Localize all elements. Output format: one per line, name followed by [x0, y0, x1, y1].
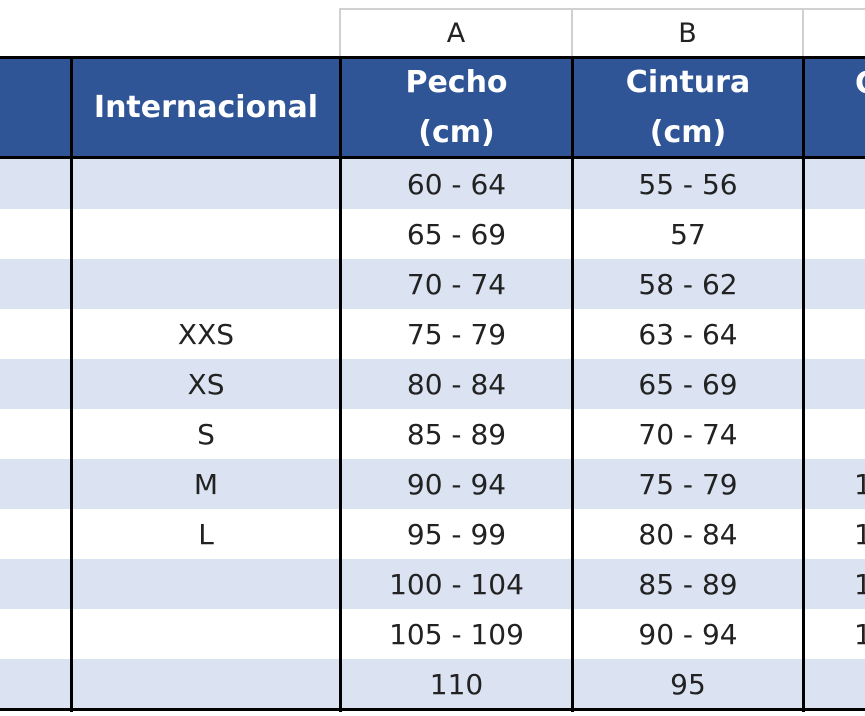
cell-internacional[interactable]	[73, 209, 339, 259]
cell-pecho[interactable]: 95 - 99	[406, 517, 507, 551]
table-header-row: Internacional Pecho (cm) Cintura (cm) C	[0, 56, 865, 159]
cell-cintura[interactable]: 75 - 79	[638, 467, 738, 501]
table-row: XXS 75 - 79 63 - 64	[0, 309, 865, 359]
cell-pecho[interactable]: 60 - 64	[406, 167, 507, 201]
cell-next-partial[interactable]	[805, 259, 865, 309]
grid-line	[571, 56, 574, 712]
cell-next-partial[interactable]	[805, 359, 865, 409]
cell-size-partial[interactable]	[0, 259, 70, 309]
cell-cintura[interactable]: 57	[670, 217, 706, 251]
grid-line	[339, 56, 342, 712]
cell-cintura[interactable]: 63 - 64	[638, 317, 738, 351]
cell-internacional[interactable]	[73, 159, 339, 209]
cell-size-partial[interactable]	[0, 609, 70, 659]
cell-next-partial[interactable]	[805, 409, 865, 459]
cell-size-partial[interactable]	[0, 509, 70, 559]
header-cintura-unit: (cm)	[649, 114, 727, 150]
cell-next-partial[interactable]	[805, 659, 865, 709]
cell-pecho[interactable]: 105 - 109	[389, 617, 524, 651]
cell-size-partial[interactable]	[0, 659, 70, 709]
cell-size-partial[interactable]	[0, 159, 70, 209]
cell-size-partial[interactable]	[0, 359, 70, 409]
header-cell-size-partial[interactable]	[0, 59, 70, 156]
cell-size-partial[interactable]	[0, 209, 70, 259]
cell-cintura[interactable]: 65 - 69	[638, 367, 738, 401]
cell-pecho[interactable]: 110	[429, 667, 484, 701]
cell-cintura[interactable]: 85 - 89	[638, 567, 738, 601]
header-cintura-label: Cintura	[625, 64, 751, 100]
cell-pecho[interactable]: 90 - 94	[406, 467, 507, 501]
cell-size-partial[interactable]	[0, 459, 70, 509]
cell-internacional[interactable]: L	[198, 517, 214, 551]
cell-next-partial[interactable]	[805, 309, 865, 359]
cell-next-partial[interactable]	[805, 209, 865, 259]
cell-internacional[interactable]: XS	[187, 367, 225, 401]
cell-next-partial[interactable]	[805, 159, 865, 209]
cell-next-partial[interactable]: 1	[854, 617, 865, 651]
table-row: XS 80 - 84 65 - 69	[0, 359, 865, 409]
cell-internacional[interactable]: M	[193, 467, 219, 501]
cell-cintura[interactable]: 80 - 84	[638, 517, 738, 551]
cell-cintura[interactable]: 55 - 56	[638, 167, 738, 201]
table-row: 105 - 109 90 - 94 1	[0, 609, 865, 659]
table-row: 100 - 104 85 - 89 1	[0, 559, 865, 609]
grid-line	[70, 56, 73, 712]
cell-internacional[interactable]	[73, 659, 339, 709]
cell-size-partial[interactable]	[0, 409, 70, 459]
table-row: 70 - 74 58 - 62	[0, 259, 865, 309]
table-row: 110 95	[0, 659, 865, 709]
cell-next-partial[interactable]: 1	[854, 567, 865, 601]
cell-pecho[interactable]: 85 - 89	[406, 417, 507, 451]
header-pecho-unit: (cm)	[418, 114, 495, 150]
cell-internacional[interactable]	[73, 259, 339, 309]
header-pecho[interactable]: Pecho (cm)	[342, 59, 571, 156]
table-row: 60 - 64 55 - 56	[0, 159, 865, 209]
table-row: 65 - 69 57	[0, 209, 865, 259]
cell-next-partial[interactable]: 1	[854, 517, 865, 551]
table-bottom-border	[0, 708, 865, 711]
cell-cintura[interactable]: 58 - 62	[638, 267, 738, 301]
cell-pecho[interactable]: 80 - 84	[406, 367, 507, 401]
grid-line	[802, 56, 805, 712]
column-letter-a[interactable]: A	[339, 8, 571, 56]
cell-internacional[interactable]: S	[197, 417, 215, 451]
table-row: S 85 - 89 70 - 74	[0, 409, 865, 459]
cell-internacional[interactable]: XXS	[177, 317, 235, 351]
cell-internacional[interactable]	[73, 609, 339, 659]
cell-cintura[interactable]: 70 - 74	[638, 417, 738, 451]
cell-size-partial[interactable]	[0, 559, 70, 609]
header-next-partial-label: C	[805, 59, 865, 109]
header-internacional[interactable]: Internacional	[93, 89, 319, 125]
column-letter-row: A B	[0, 8, 865, 56]
header-cintura[interactable]: Cintura (cm)	[574, 59, 802, 156]
header-pecho-label: Pecho	[405, 64, 508, 100]
cell-internacional[interactable]	[73, 559, 339, 609]
header-next-partial[interactable]: C	[805, 59, 865, 156]
cell-size-partial[interactable]	[0, 309, 70, 359]
cell-pecho[interactable]: 70 - 74	[406, 267, 507, 301]
column-letter-b[interactable]: B	[571, 8, 802, 56]
cell-cintura[interactable]: 95	[670, 667, 706, 701]
cell-next-partial[interactable]: 1	[854, 467, 865, 501]
cell-pecho[interactable]: 75 - 79	[406, 317, 507, 351]
cell-pecho[interactable]: 65 - 69	[406, 217, 507, 251]
cell-cintura[interactable]: 90 - 94	[638, 617, 738, 651]
cell-pecho[interactable]: 100 - 104	[389, 567, 524, 601]
table-row: L 95 - 99 80 - 84 1	[0, 509, 865, 559]
column-letter-c[interactable]	[802, 8, 865, 56]
table-row: M 90 - 94 75 - 79 1	[0, 459, 865, 509]
